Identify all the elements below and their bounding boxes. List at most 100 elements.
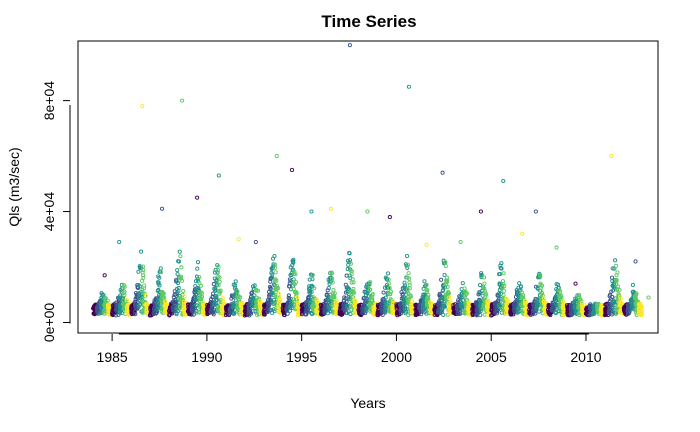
data-point: [288, 279, 293, 284]
data-point: [171, 295, 176, 300]
data-point: [157, 283, 162, 288]
data-point: [441, 288, 446, 293]
data-point: [348, 261, 353, 266]
data-point: [405, 286, 410, 291]
data-point: [499, 296, 504, 301]
data-point: [252, 293, 257, 298]
data-point: [407, 276, 412, 281]
data-points: [91, 43, 651, 318]
data-point: [305, 310, 310, 315]
annual-peak-point: [102, 273, 107, 278]
data-point: [155, 309, 160, 314]
data-point: [445, 278, 450, 283]
data-point: [538, 274, 543, 279]
data-point: [334, 298, 339, 303]
data-point: [331, 288, 336, 293]
data-point: [191, 312, 196, 317]
data-point: [501, 271, 506, 276]
data-point: [446, 291, 451, 296]
data-point: [346, 286, 351, 291]
annual-peak-point: [253, 239, 258, 245]
data-point: [103, 296, 108, 301]
data-point: [381, 290, 386, 295]
data-point: [464, 291, 469, 296]
data-point: [609, 312, 614, 317]
data-point: [200, 294, 205, 299]
data-point: [211, 309, 216, 314]
data-point: [443, 260, 448, 265]
annual-peak-point: [424, 242, 429, 247]
data-point: [610, 294, 615, 300]
data-point: [559, 295, 564, 300]
data-point: [501, 281, 506, 287]
data-point: [214, 297, 219, 303]
data-point: [482, 288, 487, 293]
plot-frame: [77, 40, 659, 334]
data-point: [609, 310, 614, 315]
data-point: [291, 277, 296, 282]
data-point: [479, 272, 484, 277]
data-point: [326, 286, 331, 291]
data-point: [233, 283, 238, 288]
data-point: [618, 296, 623, 301]
data-point: [173, 300, 178, 305]
data-point: [386, 277, 391, 282]
data-point: [617, 287, 622, 292]
data-point: [426, 292, 431, 298]
data-point: [309, 289, 314, 294]
data-point: [407, 286, 412, 291]
data-point: [138, 301, 143, 306]
data-point: [238, 295, 243, 300]
data-point: [215, 270, 220, 275]
data-point: [217, 279, 222, 284]
data-point: [175, 272, 180, 277]
data-point: [614, 263, 619, 268]
annual-peak-point: [573, 281, 578, 286]
annual-peak-point: [274, 154, 279, 159]
data-point: [385, 292, 390, 297]
data-point: [610, 266, 615, 271]
x-axis: 1985 1990 1995 2000 2005 2010: [97, 333, 602, 365]
data-point: [254, 288, 259, 293]
data-point: [159, 270, 164, 275]
data-point: [213, 267, 218, 272]
data-point: [477, 291, 482, 296]
data-point: [482, 312, 487, 317]
data-point: [141, 273, 146, 278]
x-tick-label: 1990: [191, 349, 222, 365]
data-point: [216, 268, 221, 273]
data-point: [460, 281, 465, 286]
data-point: [447, 295, 452, 300]
data-point: [178, 254, 183, 259]
annual-peak-point: [159, 206, 165, 211]
data-point: [352, 310, 357, 316]
data-point: [216, 264, 221, 269]
data-point: [272, 283, 277, 288]
data-point: [426, 295, 431, 300]
data-point: [462, 286, 467, 291]
data-point: [538, 272, 543, 278]
annual-peak-point: [328, 206, 334, 211]
data-point: [270, 272, 275, 277]
data-point: [460, 298, 466, 303]
data-point: [442, 304, 448, 309]
data-point: [252, 283, 257, 288]
data-point: [442, 299, 447, 304]
data-point: [312, 286, 317, 291]
data-point: [277, 298, 283, 303]
data-point: [347, 258, 352, 263]
data-point: [197, 275, 202, 280]
data-point: [216, 283, 221, 288]
data-point: [613, 311, 618, 316]
data-point: [254, 312, 260, 317]
data-point: [199, 291, 204, 296]
data-point: [198, 283, 203, 288]
data-point: [257, 296, 262, 301]
data-point: [195, 260, 201, 265]
data-point: [444, 300, 449, 305]
x-tick-label: 2010: [570, 349, 601, 365]
data-point: [406, 271, 411, 276]
data-point: [256, 288, 261, 293]
data-point: [101, 293, 106, 298]
data-point: [218, 288, 223, 293]
